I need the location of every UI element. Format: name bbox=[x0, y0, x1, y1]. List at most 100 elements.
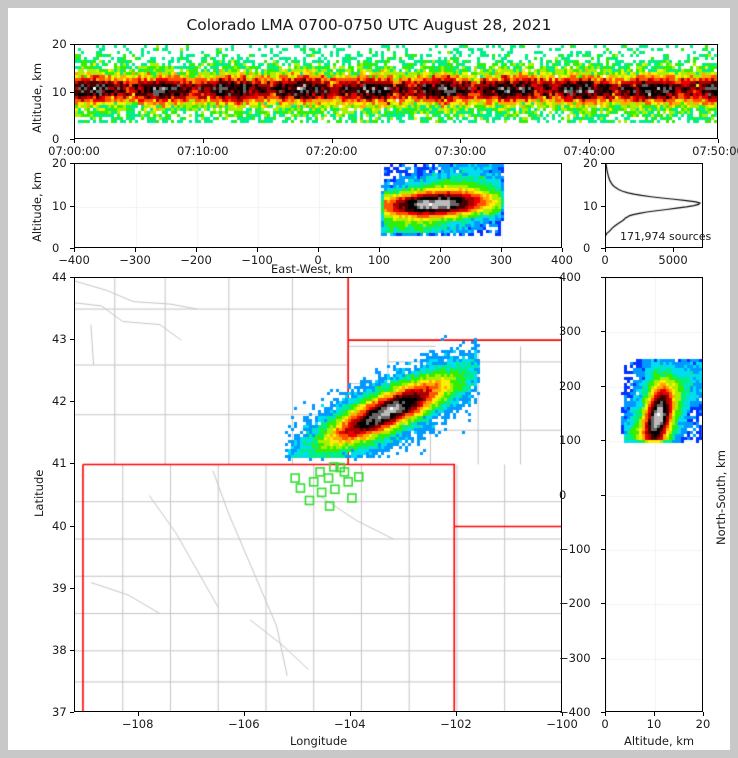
axis-tick-label: 400 bbox=[551, 253, 573, 267]
axis-tick-label: 43 bbox=[52, 332, 67, 347]
axis-tick-mark bbox=[654, 712, 655, 716]
axis-tick-label: 20 bbox=[695, 717, 711, 731]
axis-tick-mark bbox=[562, 712, 563, 716]
axis-tick-label: 07:00:00 bbox=[48, 144, 100, 158]
axis-tick-mark bbox=[601, 494, 605, 496]
axis-tick-label: 5000 bbox=[658, 253, 688, 267]
axis-tick-label: 41 bbox=[52, 456, 67, 471]
axis-tick-mark bbox=[601, 440, 605, 442]
axis-tick-mark bbox=[70, 139, 74, 140]
axis-tick-mark bbox=[70, 649, 74, 651]
axis-tick-mark bbox=[70, 401, 74, 403]
panel-plan-view-map[interactable] bbox=[74, 277, 562, 712]
axis-tick-label: 0 bbox=[52, 132, 60, 146]
axis-tick-mark bbox=[501, 248, 502, 252]
axis-tick-mark bbox=[440, 248, 441, 252]
axis-label: East-West, km bbox=[271, 262, 353, 276]
axis-tick-mark bbox=[562, 248, 563, 252]
axis-tick-label: 10 bbox=[646, 717, 662, 731]
axis-label: Longitude bbox=[290, 734, 348, 748]
axis-tick-mark bbox=[601, 205, 605, 207]
axis-tick-mark bbox=[70, 163, 74, 164]
axis-tick-mark bbox=[601, 385, 605, 387]
axis-tick-mark bbox=[202, 139, 204, 143]
axis-tick-mark bbox=[137, 712, 139, 716]
axis-tick-mark bbox=[70, 339, 74, 341]
axis-tick-label: 0 bbox=[583, 241, 591, 255]
axis-label: Altitude, km bbox=[624, 734, 695, 748]
axis-tick-mark bbox=[601, 163, 605, 164]
axis-tick-mark bbox=[74, 248, 75, 252]
axis-tick-label: 10 bbox=[583, 198, 598, 213]
axis-tick-label: 20 bbox=[52, 37, 67, 51]
axis-tick-label: 38 bbox=[52, 642, 67, 657]
axis-tick-label: −300 bbox=[559, 650, 591, 665]
axis-tick-label: 07:50:00 bbox=[692, 144, 738, 158]
axis-tick-label: −200 bbox=[559, 596, 591, 611]
axis-tick-mark bbox=[74, 139, 75, 143]
axis-tick-mark bbox=[70, 712, 74, 713]
axis-tick-label: 39 bbox=[52, 580, 67, 595]
axis-tick-mark bbox=[673, 248, 675, 252]
axis-tick-label: −106 bbox=[227, 717, 260, 731]
axis-tick-label: 20 bbox=[52, 156, 67, 170]
axis-tick-label: 07:10:00 bbox=[176, 144, 229, 158]
axis-tick-label: −300 bbox=[119, 253, 151, 267]
axis-tick-label: 0 bbox=[52, 241, 60, 255]
axis-tick-label: 20 bbox=[583, 156, 598, 170]
axis-tick-mark bbox=[135, 248, 136, 252]
axis-label: Latitude bbox=[32, 469, 46, 517]
axis-tick-mark bbox=[601, 277, 605, 278]
panel-north-south[interactable] bbox=[605, 277, 703, 712]
axis-tick-label: 0 bbox=[314, 253, 322, 267]
axis-tick-mark bbox=[257, 248, 258, 252]
axis-label: Altitude, km bbox=[30, 171, 44, 242]
axis-tick-mark bbox=[601, 331, 605, 333]
axis-tick-label: −100 bbox=[546, 717, 578, 731]
axis-tick-label: 400 bbox=[559, 270, 581, 284]
axis-tick-mark bbox=[349, 712, 351, 716]
axis-tick-mark bbox=[605, 248, 606, 252]
axis-tick-mark bbox=[70, 91, 74, 93]
axis-tick-label: −200 bbox=[180, 253, 212, 267]
panel-altitude-histogram[interactable] bbox=[605, 163, 703, 248]
axis-tick-label: 0 bbox=[601, 717, 609, 731]
axis-tick-label: 42 bbox=[52, 394, 67, 409]
axis-tick-mark bbox=[331, 139, 333, 143]
axis-tick-mark bbox=[460, 139, 462, 143]
axis-tick-mark bbox=[70, 44, 74, 45]
axis-tick-mark bbox=[605, 712, 606, 716]
axis-tick-label: 07:30:00 bbox=[434, 144, 487, 158]
axis-tick-mark bbox=[601, 603, 605, 605]
axis-tick-label: −100 bbox=[559, 541, 591, 556]
axis-tick-label: 100 bbox=[559, 433, 581, 448]
axis-tick-mark bbox=[601, 712, 605, 713]
axis-tick-mark bbox=[379, 248, 380, 252]
axis-tick-label: 300 bbox=[490, 253, 512, 267]
axis-tick-mark bbox=[70, 463, 74, 465]
axis-tick-mark bbox=[70, 525, 74, 527]
axis-tick-mark bbox=[703, 712, 704, 716]
axis-tick-mark bbox=[243, 712, 245, 716]
axis-tick-mark bbox=[601, 657, 605, 659]
axis-tick-mark bbox=[589, 139, 591, 143]
axis-tick-label: 200 bbox=[559, 378, 581, 393]
axis-tick-mark bbox=[70, 248, 74, 249]
panel-east-west[interactable] bbox=[74, 163, 562, 248]
axis-tick-mark bbox=[70, 205, 74, 207]
panel-time-height[interactable] bbox=[74, 44, 718, 139]
axis-tick-mark bbox=[601, 248, 605, 249]
axis-tick-label: −102 bbox=[440, 717, 472, 731]
axis-tick-label: 10 bbox=[52, 198, 67, 213]
axis-tick-mark bbox=[318, 248, 319, 252]
axis-tick-label: 07:40:00 bbox=[563, 144, 616, 158]
axis-tick-mark bbox=[70, 277, 74, 278]
lma-figure: Colorado LMA 0700-0750 UTC August 28, 20… bbox=[8, 8, 738, 750]
axis-tick-label: 0 bbox=[559, 487, 567, 502]
axis-tick-label: −104 bbox=[334, 717, 366, 731]
axis-tick-mark bbox=[196, 248, 197, 252]
axis-tick-label: 300 bbox=[559, 324, 581, 339]
axis-label: North-South, km bbox=[714, 449, 728, 545]
axis-tick-mark bbox=[601, 548, 605, 550]
axis-tick-label: 100 bbox=[368, 253, 390, 267]
